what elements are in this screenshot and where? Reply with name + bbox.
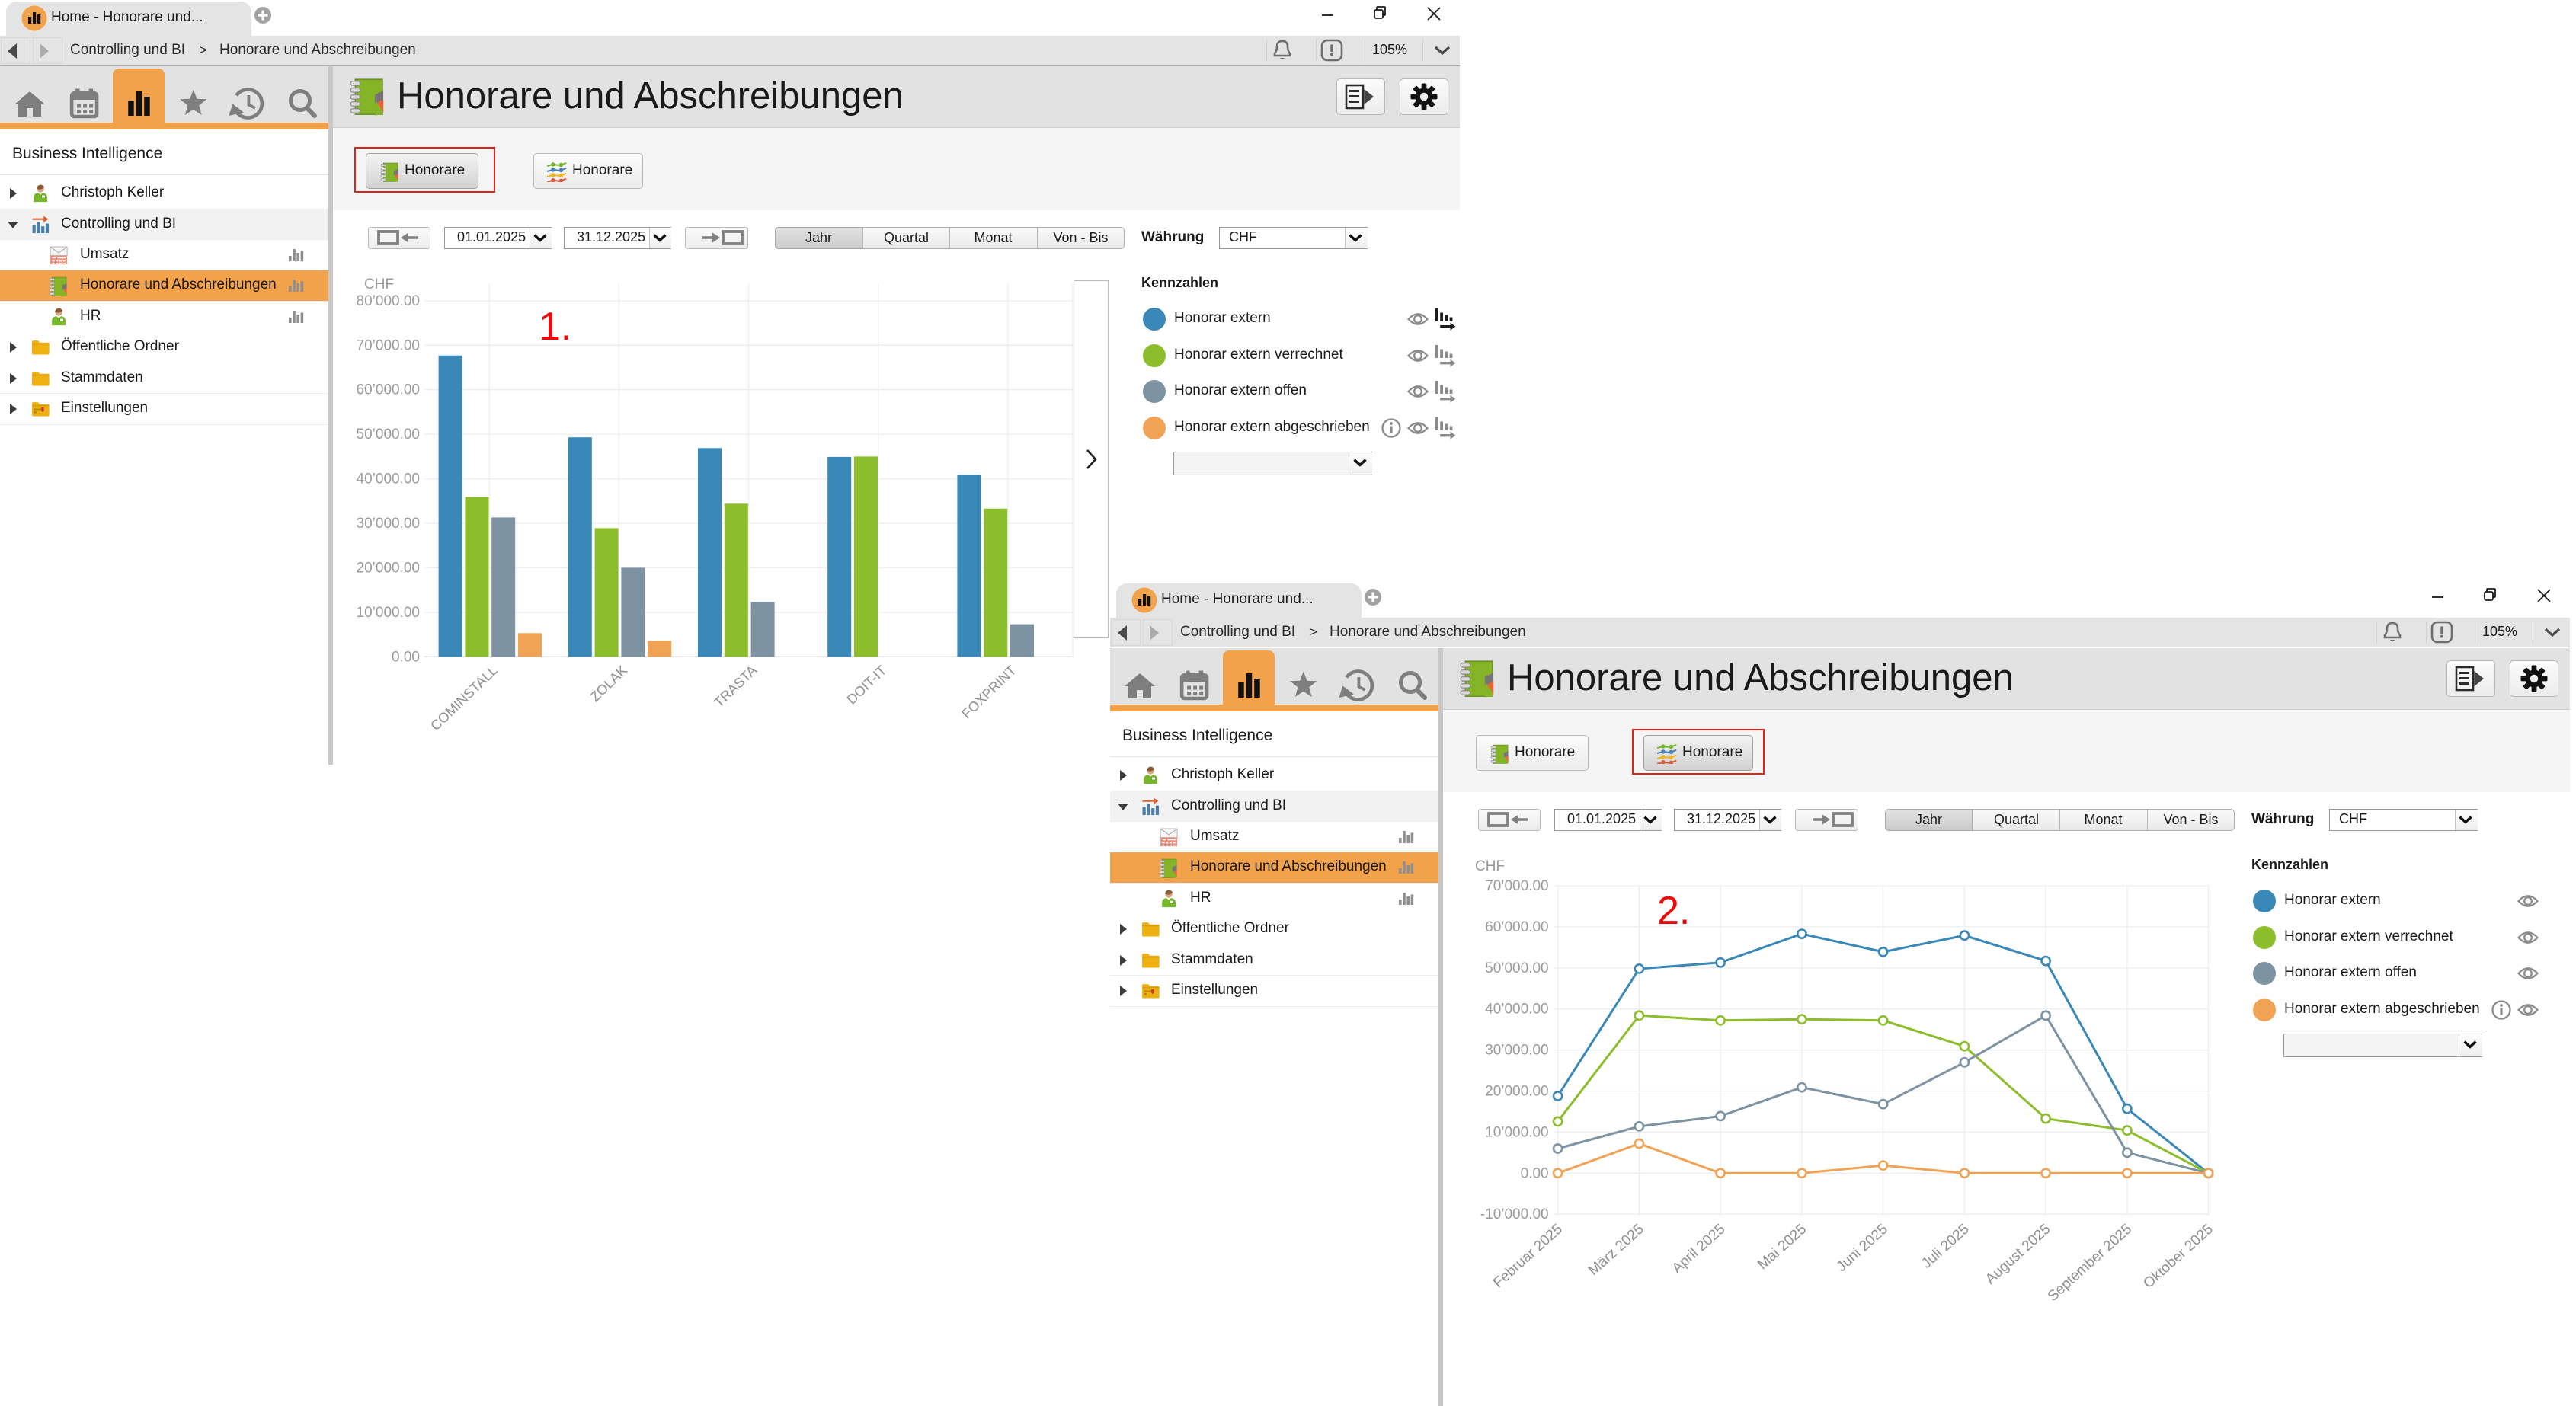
svg-text:50’000.00: 50’000.00 <box>357 427 420 443</box>
svg-text:TRASTA: TRASTA <box>711 663 760 711</box>
svg-text:1.: 1. <box>539 305 571 349</box>
svg-text:20’000.00: 20’000.00 <box>1485 1084 1548 1100</box>
svg-text:Juli 2025: Juli 2025 <box>1918 1221 1973 1272</box>
svg-text:0.00: 0.00 <box>1521 1165 1549 1181</box>
svg-text:Oktober 2025: Oktober 2025 <box>2140 1221 2216 1292</box>
svg-text:2.: 2. <box>1657 889 1690 933</box>
svg-text:März 2025: März 2025 <box>1586 1221 1647 1279</box>
svg-text:-10’000.00: -10’000.00 <box>1480 1206 1549 1222</box>
svg-text:20’000.00: 20’000.00 <box>357 560 420 576</box>
svg-text:70’000.00: 70’000.00 <box>357 337 420 353</box>
svg-text:DOIT-IT: DOIT-IT <box>844 663 890 708</box>
svg-text:0.00: 0.00 <box>392 649 420 665</box>
svg-text:Mai 2025: Mai 2025 <box>1755 1221 1810 1273</box>
svg-text:September 2025: September 2025 <box>2045 1221 2135 1305</box>
svg-text:Februar 2025: Februar 2025 <box>1490 1221 1566 1291</box>
svg-text:80’000.00: 80’000.00 <box>357 293 420 309</box>
svg-text:CHF: CHF <box>364 276 394 292</box>
svg-text:COMINSTALL: COMINSTALL <box>427 663 501 733</box>
svg-text:Juni 2025: Juni 2025 <box>1834 1221 1891 1275</box>
svg-text:CHF: CHF <box>1475 858 1505 874</box>
svg-text:40’000.00: 40’000.00 <box>1485 1002 1548 1018</box>
svg-text:60’000.00: 60’000.00 <box>357 382 420 398</box>
svg-text:August 2025: August 2025 <box>1982 1221 2053 1287</box>
svg-text:April 2025: April 2025 <box>1669 1221 1729 1277</box>
svg-text:60’000.00: 60’000.00 <box>1485 919 1548 935</box>
svg-text:10’000.00: 10’000.00 <box>1485 1124 1548 1140</box>
svg-text:30’000.00: 30’000.00 <box>1485 1043 1548 1059</box>
svg-text:40’000.00: 40’000.00 <box>357 471 420 487</box>
svg-text:10’000.00: 10’000.00 <box>357 605 420 621</box>
svg-text:30’000.00: 30’000.00 <box>357 516 420 532</box>
svg-text:FOXPRINT: FOXPRINT <box>958 663 1019 722</box>
svg-text:70’000.00: 70’000.00 <box>1485 878 1548 894</box>
svg-text:50’000.00: 50’000.00 <box>1485 960 1548 976</box>
svg-text:ZOLAK: ZOLAK <box>587 663 630 705</box>
